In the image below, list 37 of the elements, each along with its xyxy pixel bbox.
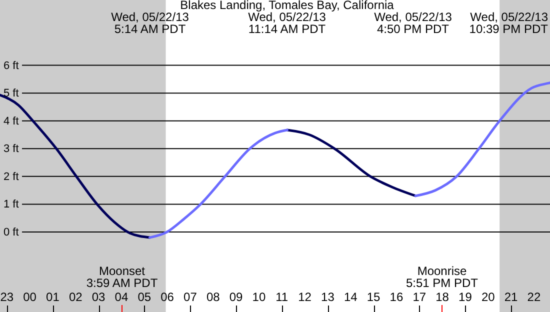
x-tick-label: 11 [276,290,288,304]
x-tick-label: 03 [92,290,106,304]
x-tick-label: 07 [184,290,198,304]
x-tick-label: 18 [436,290,450,304]
x-tick-label: 01 [46,290,60,304]
x-tick-label: 04 [114,290,128,304]
y-tick-label: 0 ft [4,226,19,238]
x-tick-label: 05 [138,290,152,304]
x-tick-label: 21 [504,290,518,304]
x-tick-label: 12 [298,290,312,304]
x-tick-label: 08 [206,290,220,304]
x-tick-label: 10 [252,290,266,304]
x-tick-label: 17 [412,290,426,304]
x-tick-label: 14 [344,290,358,304]
x-tick-label: 02 [68,290,83,304]
x-tick-label: 00 [23,290,37,304]
chart-title: Blakes Landing, Tomales Bay, California [180,0,394,12]
y-tick-label: 1 ft [4,198,19,211]
annotation: Wed, 05/22/13 11:14 AM PDT [248,10,326,36]
y-tick-label: 4 ft [4,115,19,128]
x-tick-label: 22 [527,290,541,304]
x-tick-label: 09 [229,290,244,304]
x-tick-label: 13 [321,290,335,304]
annotation: Moonset 3:59 AM PDT [86,264,158,290]
x-tick-label: 19 [458,290,472,304]
x-tick-label: 06 [160,290,174,304]
y-tick-label: 3 ft [4,143,19,156]
x-tick-label: 20 [481,290,496,304]
annotation: Moonrise 5:51 PM PDT [406,264,479,290]
annotation: Wed, 05/22/13 5:14 AM PDT [111,10,190,36]
annotation: Wed, 05/22/13 4:50 PM PDT [374,10,452,36]
x-tick-label: 23 [0,290,14,304]
y-tick-label: 2 ft [4,170,19,183]
x-tick-label: 16 [390,290,404,304]
annotation: Wed, 05/22/13 10:39 PM PDT [469,10,549,36]
y-tick-label: 6 ft [4,60,19,72]
x-tick-label: 15 [366,290,381,304]
